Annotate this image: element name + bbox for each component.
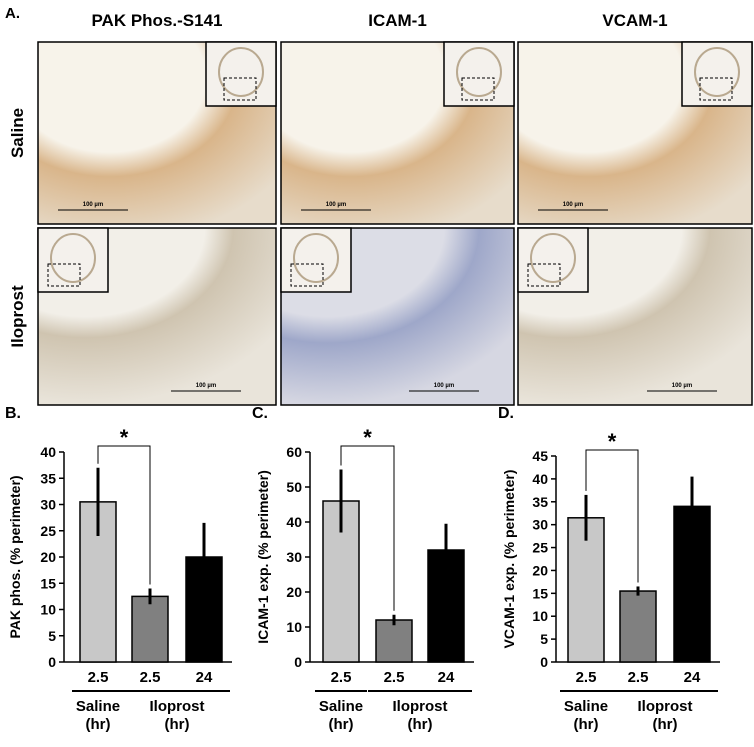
y-tick-label: 0 bbox=[294, 654, 302, 670]
group-unit: (hr) bbox=[653, 716, 678, 733]
group-label: Iloprost bbox=[638, 698, 693, 715]
y-tick-label: 25 bbox=[532, 540, 548, 556]
x-tick-label: 2.5 bbox=[88, 669, 109, 686]
inset-vessel bbox=[694, 47, 740, 97]
y-tick-label: 40 bbox=[532, 471, 548, 487]
y-tick-label: 10 bbox=[532, 608, 548, 624]
y-tick-label: 5 bbox=[48, 628, 56, 644]
group-label: Iloprost bbox=[393, 698, 448, 715]
bar bbox=[185, 556, 223, 663]
scale-bar-label: 100 µm bbox=[196, 383, 216, 389]
group-label: Saline bbox=[564, 698, 608, 715]
x-tick-label: 24 bbox=[684, 669, 701, 686]
bar bbox=[619, 590, 657, 663]
inset-box bbox=[527, 263, 561, 287]
y-tick-label: 5 bbox=[540, 631, 548, 647]
y-tick-label: 35 bbox=[40, 470, 56, 486]
x-tick-label: 2.5 bbox=[384, 669, 405, 686]
y-tick-label: 20 bbox=[40, 549, 56, 565]
inset-box bbox=[290, 263, 324, 287]
inset-vessel bbox=[293, 233, 339, 283]
row-label: Saline bbox=[8, 108, 27, 158]
group-label: Saline bbox=[319, 698, 363, 715]
y-tick-label: 30 bbox=[40, 497, 56, 513]
y-tick-label: 50 bbox=[286, 479, 302, 495]
panel-label: C. bbox=[252, 405, 268, 422]
panel-label: D. bbox=[498, 405, 514, 422]
x-tick-label: 2.5 bbox=[140, 669, 161, 686]
column-header: VCAM-1 bbox=[602, 11, 667, 30]
x-tick-label: 2.5 bbox=[628, 669, 649, 686]
bar bbox=[131, 595, 169, 663]
group-label: Iloprost bbox=[150, 698, 205, 715]
scale-bar-label: 100 µm bbox=[326, 202, 346, 208]
y-axis-label: ICAM-1 exp. (% perimeter) bbox=[255, 470, 271, 643]
y-tick-label: 0 bbox=[540, 654, 548, 670]
y-tick-label: 0 bbox=[48, 654, 56, 670]
x-tick-label: 24 bbox=[438, 669, 455, 686]
inset-vessel bbox=[50, 233, 96, 283]
significance-mark: * bbox=[363, 425, 372, 450]
significance-bracket bbox=[97, 445, 151, 585]
scale-bar-label: 100 µm bbox=[434, 383, 454, 389]
y-tick-label: 15 bbox=[532, 585, 548, 601]
y-tick-label: 35 bbox=[532, 494, 548, 510]
y-axis-label: PAK phos. (% perimeter) bbox=[7, 475, 23, 638]
y-tick-label: 45 bbox=[532, 448, 548, 464]
inset-box bbox=[47, 263, 81, 287]
y-tick-label: 10 bbox=[286, 619, 302, 635]
y-tick-label: 25 bbox=[40, 523, 56, 539]
scale-bar-label: 100 µm bbox=[563, 202, 583, 208]
panel-label: A. bbox=[5, 5, 20, 22]
y-tick-label: 10 bbox=[40, 602, 56, 618]
y-tick-label: 15 bbox=[40, 575, 56, 591]
y-tick-label: 30 bbox=[286, 549, 302, 565]
y-tick-label: 20 bbox=[532, 562, 548, 578]
x-tick-label: 2.5 bbox=[576, 669, 597, 686]
inset-box bbox=[699, 77, 733, 101]
y-tick-label: 40 bbox=[40, 444, 56, 460]
y-tick-label: 40 bbox=[286, 514, 302, 530]
inset-box bbox=[223, 77, 257, 101]
inset-vessel bbox=[456, 47, 502, 97]
scale-bar-label: 100 µm bbox=[83, 202, 103, 208]
bar bbox=[375, 619, 413, 663]
bar bbox=[567, 517, 605, 663]
significance-mark: * bbox=[120, 425, 129, 450]
group-label: Saline bbox=[76, 698, 120, 715]
column-header: ICAM-1 bbox=[368, 11, 427, 30]
significance-bracket bbox=[340, 445, 395, 611]
x-tick-label: 2.5 bbox=[331, 669, 352, 686]
x-tick-label: 24 bbox=[196, 669, 213, 686]
group-unit: (hr) bbox=[165, 716, 190, 733]
panel-label: B. bbox=[5, 405, 21, 422]
y-tick-label: 30 bbox=[532, 517, 548, 533]
group-unit: (hr) bbox=[408, 716, 433, 733]
y-tick-label: 60 bbox=[286, 444, 302, 460]
row-label: Iloprost bbox=[8, 285, 27, 348]
significance-bracket bbox=[585, 449, 639, 583]
inset-vessel bbox=[218, 47, 264, 97]
group-unit: (hr) bbox=[86, 716, 111, 733]
bar bbox=[673, 505, 711, 663]
group-unit: (hr) bbox=[329, 716, 354, 733]
scale-bar-label: 100 µm bbox=[672, 383, 692, 389]
column-header: PAK Phos.-S141 bbox=[91, 11, 222, 30]
inset-vessel bbox=[530, 233, 576, 283]
significance-mark: * bbox=[608, 429, 617, 454]
y-axis-label: VCAM-1 exp. (% perimeter) bbox=[501, 470, 517, 649]
y-tick-label: 20 bbox=[286, 584, 302, 600]
inset-box bbox=[461, 77, 495, 101]
group-unit: (hr) bbox=[574, 716, 599, 733]
